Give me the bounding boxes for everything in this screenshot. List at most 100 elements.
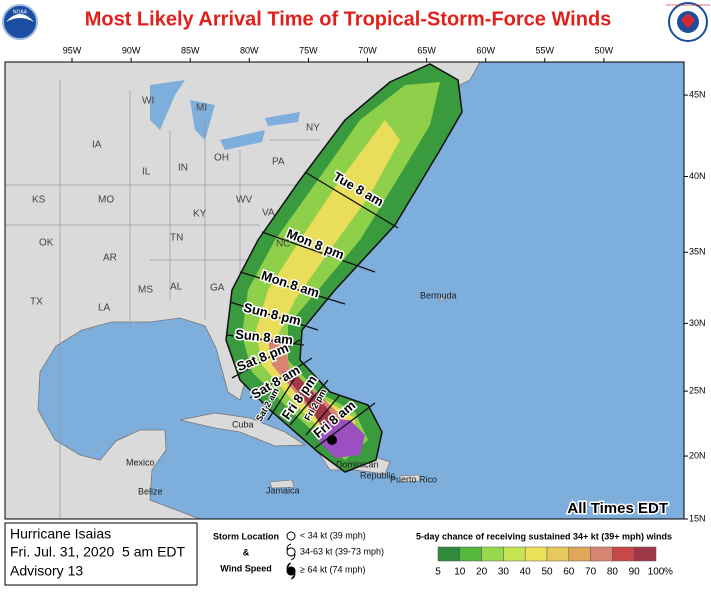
- storm-location: [327, 435, 337, 445]
- state-label: VA: [262, 208, 275, 219]
- color-swatch: [612, 546, 635, 562]
- colorbar-label: 10: [454, 567, 466, 578]
- lon-label: 50W: [595, 45, 614, 55]
- colorbar-label: 30: [498, 567, 510, 578]
- colorbar: 5 10 20 30 40 50 60 70 80 90 100%: [435, 546, 673, 578]
- map: [5, 62, 684, 519]
- colorbar-label: 80: [607, 567, 619, 578]
- time-note: All Times EDT: [567, 500, 668, 517]
- color-swatch: [590, 546, 613, 562]
- lat-label: 30N: [689, 318, 706, 328]
- legend-title: Storm Location: [213, 531, 279, 541]
- noaa-logo: NOAA: [2, 4, 38, 40]
- symbol-hurricane: [286, 562, 296, 580]
- state-label: MO: [98, 195, 114, 206]
- lon-label: 90W: [122, 45, 141, 55]
- islands: [269, 296, 445, 489]
- time-lines: [226, 171, 399, 449]
- state-label: TX: [30, 297, 43, 308]
- color-swatch: [437, 546, 461, 562]
- place-labels: Bermuda Cuba Mexico Belize Jamaica Domin…: [126, 290, 457, 496]
- lat-label: 20N: [689, 450, 706, 460]
- place-label: Mexico: [126, 457, 155, 467]
- state-label: IA: [92, 140, 102, 151]
- state-label: OH: [214, 153, 229, 164]
- longitude-ticks: 95W 90W 85W 80W 75W 70W 65W 60W 55W 50W: [63, 45, 614, 62]
- state-label: WV: [236, 195, 252, 206]
- color-swatch: [568, 546, 591, 562]
- state-label: IL: [142, 167, 151, 178]
- probability-title: 5-day chance of receiving sustained 34+ …: [416, 531, 672, 541]
- issued: Fri. Jul. 31, 2020 5 am EDT: [10, 544, 186, 560]
- legend-item: 34-63 kt (39-73 mph): [300, 546, 384, 556]
- state-label: PA: [272, 157, 285, 168]
- state-label: NC: [276, 239, 290, 250]
- legend-title: &: [243, 547, 250, 557]
- symbol-ts: [286, 531, 296, 541]
- storm-box: [4, 522, 198, 586]
- logo-text: NOAA: [13, 9, 28, 15]
- color-swatch: [459, 546, 482, 562]
- cuba: [179, 412, 307, 447]
- state-label: WI: [142, 96, 154, 107]
- storm-name: Hurricane Isaias: [10, 526, 111, 542]
- lon-label: 60W: [476, 45, 495, 55]
- colorbar-label: 5: [435, 567, 441, 578]
- state-label: MS: [138, 285, 153, 296]
- place-label: Bermuda: [420, 290, 457, 300]
- lon-label: 70W: [358, 45, 377, 55]
- state-label: LA: [98, 303, 111, 314]
- lon-label: 80W: [240, 45, 259, 55]
- lat-label: 25N: [689, 385, 706, 395]
- latitude-ticks: 45N 40N 35N 30N 25N 20N 15N: [684, 89, 706, 523]
- state-label: IN: [178, 163, 188, 174]
- state-label: GA: [210, 283, 225, 294]
- lon-label: 85W: [181, 45, 200, 55]
- state-label: MI: [196, 103, 207, 114]
- place-label: Puerto Rico: [390, 474, 437, 484]
- color-swatch: [503, 546, 526, 562]
- colorbar-label: 90: [629, 567, 641, 578]
- legend-item: < 34 kt (39 mph): [300, 530, 366, 540]
- color-swatch: [633, 546, 657, 562]
- place-label: Jamaica: [266, 485, 300, 495]
- state-labels: WI MI IA IL IN OH PA NY MO KY WV VA KS O…: [30, 96, 320, 314]
- colorbar-label: 60: [563, 567, 575, 578]
- colorbar-unit: %: [664, 567, 673, 578]
- lon-label: 65W: [417, 45, 436, 55]
- state-lines: [5, 80, 320, 519]
- state-label: TN: [170, 233, 183, 244]
- lon-label: 55W: [536, 45, 555, 55]
- state-label: AL: [170, 282, 183, 293]
- colorbar-label: 50: [541, 567, 553, 578]
- colorbar-label: 100: [648, 567, 665, 578]
- place-label: Belize: [138, 486, 163, 496]
- lat-label: 40N: [689, 171, 706, 181]
- state-label: NY: [306, 123, 320, 134]
- state-label: KS: [32, 195, 46, 206]
- place-label: Dominican: [336, 459, 379, 469]
- colorbar-label: 70: [585, 567, 597, 578]
- nws-logo: NATIONAL WEATHER SERVICE: [666, 2, 710, 42]
- legend-title: Wind Speed: [220, 563, 271, 573]
- color-swatch: [524, 546, 548, 562]
- lakes: [150, 80, 300, 150]
- map-frame: [4, 61, 685, 520]
- legend-item: ≥ 64 kt (74 mph): [300, 564, 365, 574]
- state-label: OK: [39, 238, 54, 249]
- state-label: KY: [193, 209, 207, 220]
- state-label: AR: [103, 253, 117, 264]
- colorbar-label: 40: [520, 567, 532, 578]
- lon-label: 75W: [299, 45, 318, 55]
- lat-label: 45N: [689, 89, 706, 99]
- place-label: Cuba: [232, 419, 254, 429]
- lat-label: 35N: [689, 247, 706, 257]
- lon-label: 95W: [63, 45, 82, 55]
- colorbar-label: 20: [476, 567, 488, 578]
- lat-label: 15N: [689, 513, 706, 523]
- title: Most Likely Arrival Time of Tropical-Sto…: [85, 8, 612, 30]
- color-swatch: [546, 546, 570, 562]
- cone: [225, 63, 463, 473]
- color-swatch: [481, 546, 504, 562]
